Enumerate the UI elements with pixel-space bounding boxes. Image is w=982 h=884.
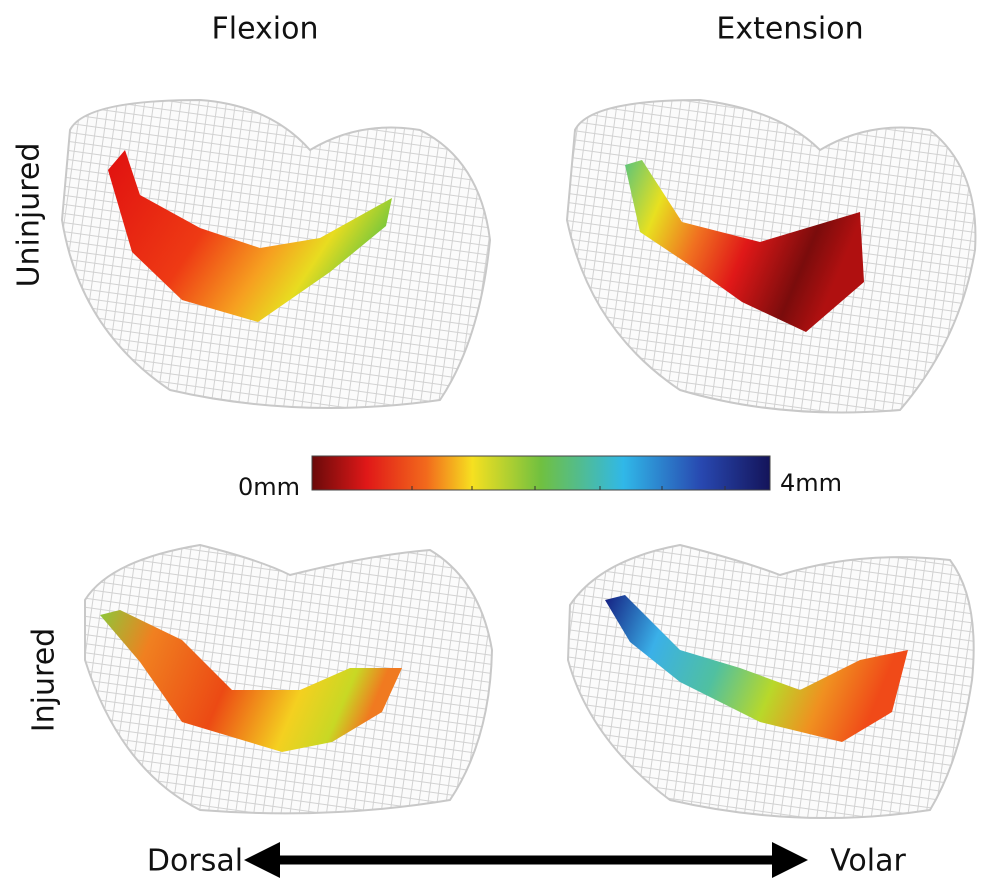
colorbar-min: 0mm — [238, 473, 300, 501]
row-label: Injured — [27, 628, 62, 732]
colorbar — [311, 455, 771, 491]
colorbar-max: 4mm — [780, 469, 842, 497]
contact-patch — [625, 160, 864, 332]
contact-patch — [108, 150, 392, 322]
direction-label: Dorsal — [147, 844, 243, 879]
colorbar-tick — [411, 486, 726, 490]
contact-patch — [100, 610, 402, 752]
column-title: Extension — [716, 12, 863, 47]
row-label: Uninjured — [12, 143, 47, 288]
direction-label: Volar — [830, 844, 906, 879]
contact-patch — [605, 595, 908, 742]
mesh — [84, 543, 494, 815]
column-title: Flexion — [212, 12, 319, 47]
